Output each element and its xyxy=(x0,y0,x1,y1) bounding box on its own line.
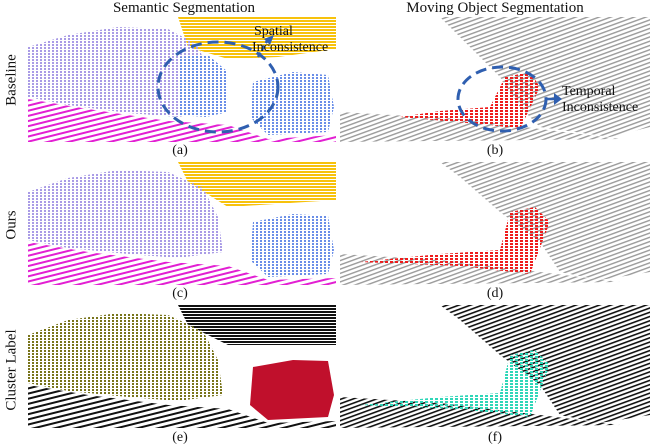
cluster-olive-car xyxy=(28,313,223,401)
panel-f-cluster-moving xyxy=(340,305,650,428)
spatial-arrow xyxy=(256,38,270,58)
caption-d: (d) xyxy=(486,286,504,301)
ground-gray-lines xyxy=(340,112,620,142)
caption-e: (e) xyxy=(172,430,188,445)
cluster-teal-moving-object xyxy=(360,350,550,417)
car-lavender-points xyxy=(28,27,208,117)
ground-magenta-region xyxy=(28,242,336,285)
row-label-baseline: Baseline xyxy=(3,54,20,106)
spatial-inconsistence-circle xyxy=(156,40,280,134)
car-blue-points xyxy=(178,55,228,117)
row-label-ours: Ours xyxy=(3,210,20,240)
moving-object-red-points xyxy=(400,72,540,129)
cluster-black-top xyxy=(178,305,336,345)
cluster-crimson-car xyxy=(250,360,334,420)
row-label-cluster: Cluster Label xyxy=(3,329,20,411)
moving-object-red-points xyxy=(360,207,550,274)
vegetation-region xyxy=(178,162,336,207)
caption-b: (b) xyxy=(486,143,504,158)
car-blue-right-points xyxy=(250,214,334,277)
caption-c: (c) xyxy=(172,286,188,301)
column-title-semantic: Semantic Segmentation xyxy=(112,0,256,16)
panel-a-baseline-semantic xyxy=(28,17,336,142)
panel-c-ours-semantic xyxy=(28,162,336,285)
panel-b-baseline-moving xyxy=(340,17,650,142)
vegetation-region xyxy=(178,17,336,59)
caption-f: (f) xyxy=(488,430,502,445)
car-blue-right-points xyxy=(250,72,334,135)
car-lavender-points xyxy=(28,170,223,258)
ground-magenta-region xyxy=(28,99,336,142)
scan-gray-lines xyxy=(440,17,650,137)
column-title-moving: Moving Object Segmentation xyxy=(406,0,584,16)
cluster-black-ground xyxy=(28,385,336,428)
annotation-spatial: Spatial Inconsistence xyxy=(252,24,329,55)
annotation-temporal: Temporal Inconsistence xyxy=(562,84,639,115)
panel-d-ours-moving xyxy=(340,162,650,285)
panel-e-cluster-semantic xyxy=(28,305,336,428)
caption-a: (a) xyxy=(172,143,188,158)
